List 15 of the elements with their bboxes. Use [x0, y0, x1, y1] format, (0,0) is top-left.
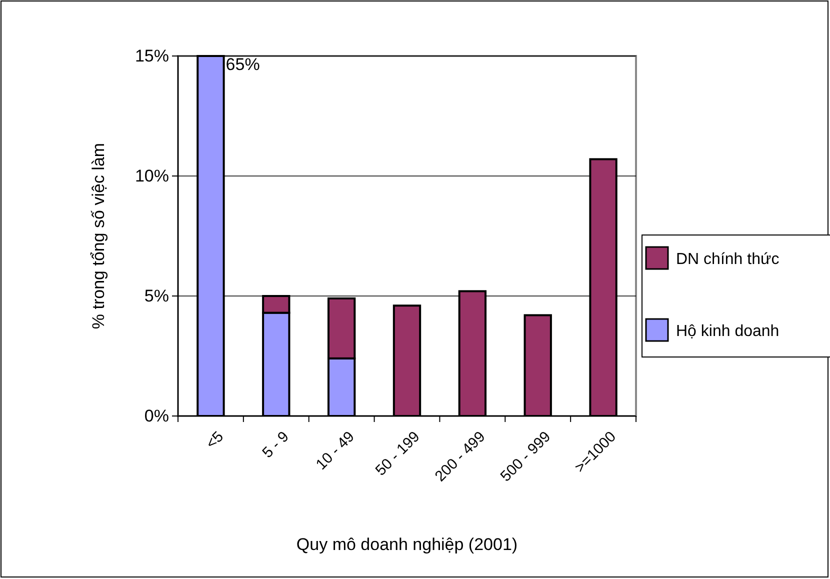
x-tick-label: 500 - 999 — [497, 428, 554, 486]
x-tick-label: 50 - 199 — [372, 428, 424, 480]
x-axis-title: Quy mô doanh nghiệp (2001) — [296, 535, 518, 554]
x-tick-label: 10 - 49 — [312, 428, 358, 474]
legend-label: DN chính thức — [676, 251, 780, 268]
annotation: 65% — [226, 54, 260, 74]
y-tick-label: 10% — [134, 166, 169, 186]
x-tick-label: 5 - 9 — [259, 428, 292, 462]
x-tick-label: <5 — [202, 428, 227, 452]
y-axis-title: % trong tổng số việc làm — [89, 142, 108, 330]
x-tick-label: 200 - 499 — [432, 428, 489, 486]
y-tick-label: 15% — [134, 46, 169, 66]
y-tick-label: 0% — [144, 406, 169, 426]
y-tick-label: 5% — [144, 286, 169, 306]
legend-label: Hộ kinh doanh — [676, 323, 780, 340]
